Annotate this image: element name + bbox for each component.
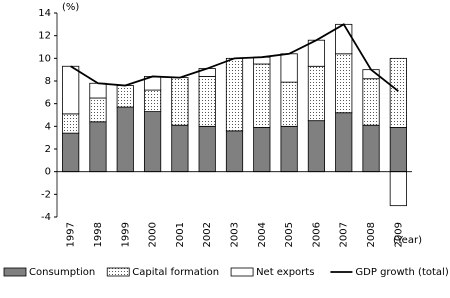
bar-segment [225, 130, 244, 173]
bar-segment [198, 76, 216, 127]
legend-swatch [106, 267, 130, 277]
bar-segment [89, 121, 107, 173]
bar-segment [253, 63, 271, 128]
bar-segment [116, 106, 134, 173]
bar-segment [143, 111, 162, 173]
bar-segment [143, 89, 162, 112]
x-tick-label: 1998 [93, 222, 104, 247]
y-unit-label: (%) [62, 2, 79, 13]
legend-label: Consumption [29, 267, 95, 278]
bar-segment [171, 124, 189, 173]
x-tick-label: 2007 [339, 222, 350, 247]
x-unit-label: (Year) [393, 235, 422, 246]
y-tick-label: 4 [45, 121, 51, 132]
x-tick-label: 2003 [230, 222, 241, 247]
legend-label: GDP growth (total) [355, 267, 448, 278]
bar-segment [389, 57, 407, 128]
bar-segment [307, 65, 326, 122]
bar-segment [280, 125, 298, 173]
bar-segment [253, 127, 271, 173]
bar-segment [171, 77, 189, 126]
y-tick-label: -4 [41, 212, 51, 223]
y-tick-label: 2 [45, 144, 51, 155]
x-tick-label: 2002 [202, 222, 213, 247]
y-tick-label: 10 [38, 53, 51, 64]
bar-segment [335, 23, 353, 55]
y-tick-label: 8 [45, 76, 51, 87]
bar-segment [62, 113, 80, 134]
x-tick-label: 2004 [257, 222, 268, 247]
legend-label: Capital formation [132, 267, 219, 278]
bar-segment [307, 39, 326, 67]
bar-segment [89, 82, 107, 99]
bar-segment [116, 85, 134, 108]
gdp-line [70, 23, 399, 92]
legend-swatch [3, 267, 27, 277]
x-tick-label: 2001 [175, 222, 186, 247]
bar-segment [335, 112, 353, 173]
bar-segment [335, 53, 353, 114]
x-tick-label: 1997 [66, 222, 77, 247]
bar-segment [362, 78, 380, 126]
bar-segment [89, 97, 107, 123]
y-tick-label: 14 [38, 8, 51, 19]
legend-label: Net exports [256, 267, 314, 278]
x-tick-label: 2006 [311, 222, 322, 247]
y-tick-label: -2 [41, 189, 51, 200]
y-tick-label: 12 [38, 31, 51, 42]
bar-segment [307, 120, 326, 173]
bar-segment [280, 53, 298, 83]
x-tick-label: 2009 [393, 222, 404, 247]
bar-segment [225, 57, 244, 132]
x-tick-label: 2008 [366, 222, 377, 247]
bar-segment [389, 171, 407, 207]
legend-swatch [230, 267, 254, 277]
y-tick-label: 0 [45, 167, 51, 178]
bar-segment [62, 65, 80, 115]
bar-segment [62, 132, 80, 173]
x-tick-label: 1999 [120, 222, 131, 247]
bar-segment [362, 124, 380, 173]
bar-segment [280, 81, 298, 127]
bar-segment [198, 125, 216, 173]
x-tick-label: 2000 [148, 222, 159, 247]
bar-segment [389, 127, 407, 173]
x-tick-label: 2005 [284, 222, 295, 247]
y-tick-label: 6 [45, 99, 51, 110]
